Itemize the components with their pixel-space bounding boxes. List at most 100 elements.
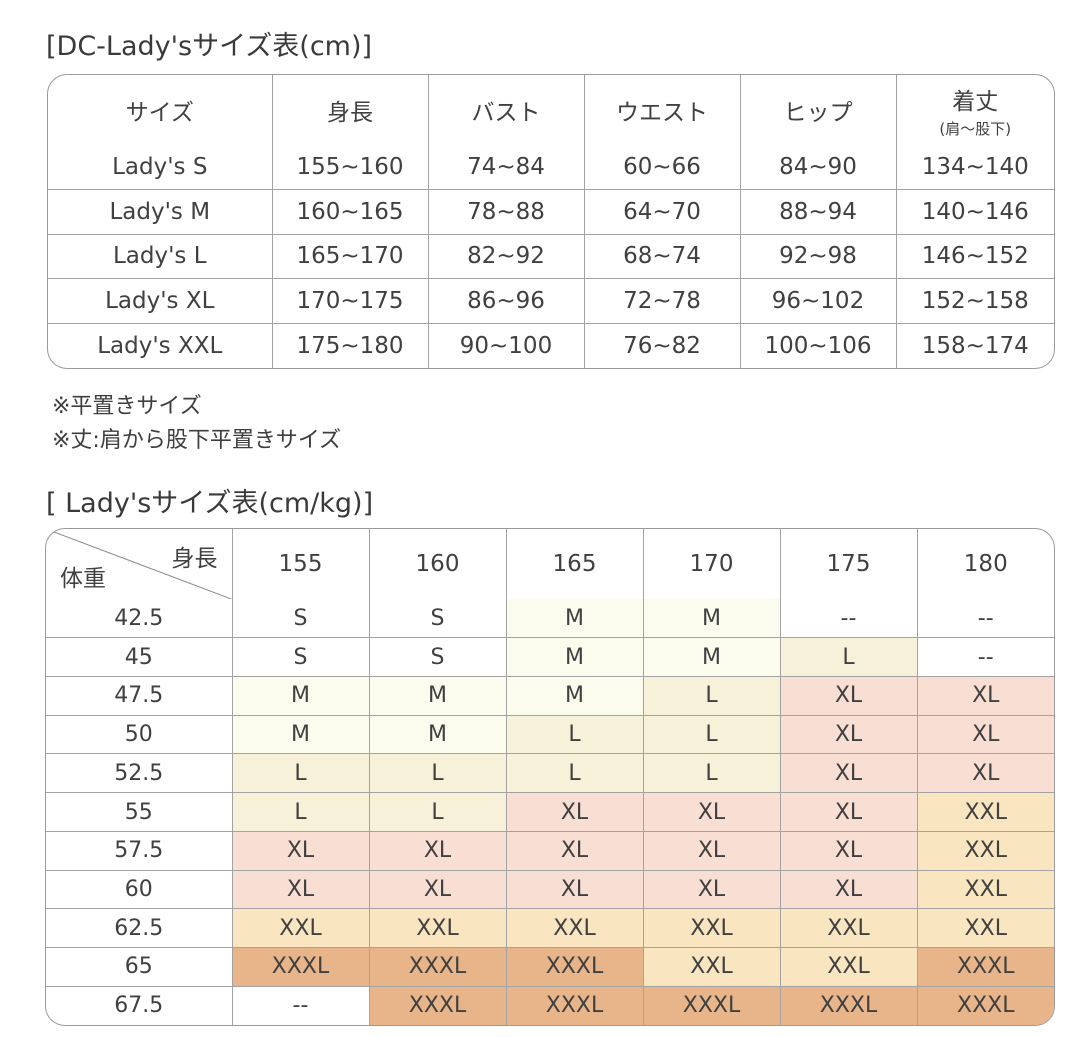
cell-length: 152~158 (895, 278, 1054, 324)
weight-row: 67.5 -- XXXL XXXL XXXL XXXL XXXL (46, 985, 1054, 1025)
size-cell: XXL (916, 869, 1054, 910)
cell-size: Lady's M (48, 189, 273, 235)
size-cell: XL (368, 830, 507, 871)
cell-bust: 90~100 (427, 322, 585, 368)
size-cell: XL (231, 830, 370, 871)
diagonal-line (46, 529, 232, 599)
cell-size: Lady's S (48, 145, 273, 191)
weight-table-header-row: 身長 体重 155 160 165 170 175 180 (46, 529, 1054, 600)
weight-row: 47.5 M M M L XL XL (46, 675, 1054, 716)
size-cell: XXL (642, 947, 781, 987)
size-cell: S (368, 599, 507, 639)
size-cell: L (642, 753, 781, 794)
size-cell: XL (779, 792, 918, 832)
weight-height-table: 身長 体重 155 160 165 170 175 180 42.5 S S M M -- -- 45 S… (45, 528, 1055, 1026)
cell-waist: 64~70 (583, 189, 741, 235)
size-cell: XL (505, 869, 644, 910)
height-header: 155 (231, 529, 370, 600)
size-cell: XXL (779, 947, 918, 987)
size-cell: XL (231, 869, 370, 910)
size-cell: -- (231, 985, 370, 1025)
size-table-title: [DC-Lady'sサイズ表(cm)] (46, 31, 373, 62)
note-length: ※丈:肩から股下平置きサイズ (52, 428, 342, 453)
weight-row: 62.5 XXL XXL XXL XXL XXL XXL (46, 908, 1054, 949)
size-cell: XXXL (642, 985, 781, 1025)
size-cell: M (505, 637, 644, 677)
weight-label: 67.5 (46, 985, 233, 1025)
size-cell: M (642, 599, 781, 639)
size-cell: XXL (368, 908, 507, 949)
cell-height: 175~180 (271, 322, 429, 368)
size-cell: XL (779, 753, 918, 794)
cell-hip: 88~94 (739, 189, 897, 235)
size-row: Lady's M 160~165 78~88 64~70 88~94 140~146 (48, 189, 1054, 235)
size-cell: XL (779, 714, 918, 755)
weight-label: 52.5 (46, 753, 233, 794)
size-cell: XXXL (916, 947, 1054, 987)
size-table-header-row: サイズ 身長 バスト ウエスト ヒップ 着丈 (肩〜股下) (48, 75, 1054, 145)
size-cell: L (642, 675, 781, 716)
size-cell: L (368, 792, 507, 832)
cell-waist: 76~82 (583, 322, 741, 368)
height-header: 175 (779, 529, 918, 600)
size-cell: L (231, 792, 370, 832)
size-cell: XXL (779, 908, 918, 949)
cell-height: 155~160 (271, 145, 429, 191)
size-cell: L (505, 753, 644, 794)
weight-label: 47.5 (46, 675, 233, 716)
size-row: Lady's S 155~160 74~84 60~66 84~90 134~140 (48, 145, 1054, 191)
header-length-sub: (肩〜股下) (939, 119, 1012, 138)
size-cell: XXXL (368, 985, 507, 1025)
height-header: 170 (642, 529, 781, 600)
cell-hip: 100~106 (739, 322, 897, 368)
weight-label: 65 (46, 947, 233, 987)
cell-waist: 60~66 (583, 145, 741, 191)
weight-label: 57.5 (46, 830, 233, 871)
notes: ※平置きサイズ ※丈:肩から股下平置きサイズ (52, 390, 341, 458)
weight-row: 65 XXXL XXXL XXXL XXL XXL XXXL (46, 947, 1054, 987)
size-cell: XL (779, 869, 918, 910)
size-cell: XL (505, 792, 644, 832)
size-row: Lady's XL 170~175 86~96 72~78 96~102 152~158 (48, 278, 1054, 324)
size-cell: -- (916, 637, 1054, 677)
size-cell: M (642, 637, 781, 677)
weight-label: 55 (46, 792, 233, 832)
header-bust: バスト (427, 75, 585, 145)
size-row: Lady's L 165~170 82~92 68~74 92~98 146~152 (48, 233, 1054, 280)
cell-length: 134~140 (895, 145, 1054, 191)
size-cell: XXXL (505, 947, 644, 987)
size-cell: XXXL (505, 985, 644, 1025)
corner-cell: 身長 体重 (46, 529, 233, 600)
size-cell: XXL (916, 908, 1054, 949)
cell-waist: 72~78 (583, 278, 741, 324)
size-cell: XXL (505, 908, 644, 949)
size-cell: XL (368, 869, 507, 910)
header-hip: ヒップ (739, 75, 897, 145)
size-cell: XL (642, 792, 781, 832)
size-table: サイズ 身長 バスト ウエスト ヒップ 着丈 (肩〜股下) Lady's S 15… (47, 74, 1055, 369)
weight-label: 50 (46, 714, 233, 755)
cell-size: Lady's XL (48, 278, 273, 324)
size-cell: XL (505, 830, 644, 871)
size-cell: XL (916, 714, 1054, 755)
size-cell: XL (779, 675, 918, 716)
size-cell: XXXL (231, 947, 370, 987)
height-header: 160 (368, 529, 507, 600)
cell-length: 146~152 (895, 233, 1054, 280)
height-header: 165 (505, 529, 644, 600)
size-cell: L (642, 714, 781, 755)
weight-table-title: [ Lady'sサイズ表(cm/kg)] (46, 488, 374, 519)
header-waist: ウエスト (583, 75, 741, 145)
weight-row: 42.5 S S M M -- -- (46, 599, 1054, 639)
weight-row: 45 S S M M L -- (46, 637, 1054, 677)
size-cell: XXL (916, 792, 1054, 832)
size-cell: XL (916, 753, 1054, 794)
corner-weight-label: 体重 (60, 566, 106, 593)
weight-label: 62.5 (46, 908, 233, 949)
header-size: サイズ (48, 75, 273, 145)
cell-hip: 92~98 (739, 233, 897, 280)
weight-label: 45 (46, 637, 233, 677)
size-cell: M (505, 599, 644, 639)
size-cell: L (505, 714, 644, 755)
size-row: Lady's XXL 175~180 90~100 76~82 100~106 158~1… (48, 322, 1054, 368)
